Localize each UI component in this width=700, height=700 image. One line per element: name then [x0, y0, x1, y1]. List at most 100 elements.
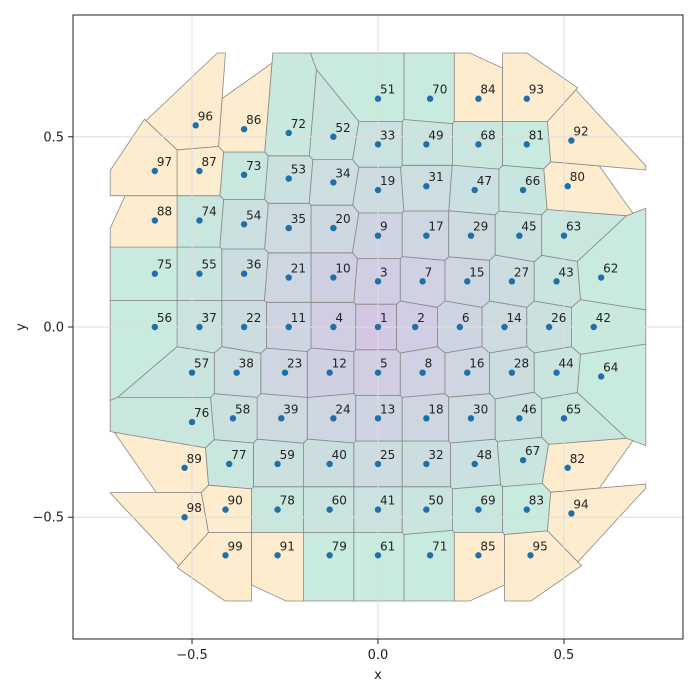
data-point	[330, 179, 337, 186]
point-label: 36	[246, 258, 261, 272]
point-label: 76	[194, 406, 209, 420]
point-label: 46	[521, 402, 536, 416]
data-points: 1 234567891011121314151617181920212223242…	[151, 83, 618, 559]
voronoi-cell	[541, 437, 634, 493]
data-point	[285, 175, 292, 182]
data-point	[374, 369, 382, 376]
data-point	[274, 552, 281, 559]
data-point	[326, 506, 333, 513]
point-label: 35	[291, 212, 306, 226]
data-point	[568, 137, 575, 144]
data-point	[285, 323, 292, 331]
data-point	[151, 270, 159, 277]
point-label: 57	[194, 357, 209, 371]
data-point	[240, 221, 248, 228]
point-label: 7	[425, 265, 433, 279]
data-point	[553, 369, 560, 376]
y-tick-label: −0.5	[32, 511, 64, 526]
data-point	[590, 323, 597, 331]
data-point	[274, 506, 281, 513]
point-label: 90	[228, 494, 243, 508]
point-label: 84	[480, 83, 495, 97]
point-label: 6	[462, 311, 470, 325]
point-label: 22	[246, 311, 261, 325]
point-label: 92	[573, 125, 588, 139]
data-point	[374, 323, 382, 331]
data-point	[467, 415, 475, 422]
data-point	[330, 274, 337, 281]
data-point	[467, 232, 475, 239]
data-point	[545, 323, 553, 331]
data-point	[419, 369, 426, 376]
data-point	[226, 460, 233, 468]
point-label: 25	[380, 448, 395, 462]
data-point	[374, 278, 382, 285]
data-point	[464, 278, 471, 285]
point-label: 77	[231, 448, 246, 462]
data-point	[233, 369, 240, 376]
data-point	[181, 514, 188, 521]
y-axis-label: y	[14, 323, 29, 331]
data-point	[151, 167, 159, 175]
point-label: 54	[246, 208, 261, 222]
data-point	[553, 278, 560, 285]
voronoi-cell	[502, 52, 579, 122]
data-point	[523, 95, 530, 102]
data-point	[326, 369, 333, 376]
data-point	[326, 460, 333, 468]
data-point	[423, 460, 430, 468]
point-label: 26	[551, 311, 566, 325]
data-point	[374, 141, 382, 148]
voronoi-cell	[251, 532, 304, 602]
voronoi-cell	[109, 246, 178, 301]
data-point	[374, 506, 382, 513]
data-point	[568, 510, 575, 517]
data-point	[222, 506, 229, 513]
point-label: 9	[380, 220, 388, 234]
voronoi-cell	[264, 52, 317, 157]
point-label: 69	[480, 494, 495, 508]
data-point	[374, 95, 382, 102]
point-label: 17	[428, 220, 443, 234]
data-point	[560, 415, 568, 422]
data-point	[426, 552, 434, 559]
data-point	[516, 415, 523, 422]
point-label: 39	[283, 402, 298, 416]
voronoi-cell	[109, 195, 178, 248]
data-point	[196, 323, 203, 331]
point-label: 34	[335, 166, 350, 180]
data-point	[501, 323, 508, 331]
point-label: 11	[291, 311, 306, 325]
data-point	[564, 183, 571, 190]
data-point	[423, 232, 430, 239]
point-label: 56	[157, 311, 172, 325]
voronoi-cell	[504, 530, 583, 602]
data-point	[285, 224, 292, 232]
point-label: 74	[201, 204, 216, 218]
data-point	[523, 141, 530, 148]
data-point	[188, 369, 196, 376]
data-point	[508, 369, 516, 376]
point-label: 87	[201, 155, 216, 169]
data-point	[475, 95, 482, 102]
data-point	[374, 186, 382, 194]
data-point	[426, 95, 434, 102]
point-label: 80	[570, 170, 585, 184]
data-point	[188, 418, 196, 426]
point-label: 61	[380, 539, 395, 553]
data-point	[374, 415, 382, 422]
point-label: 43	[559, 265, 574, 279]
point-label: 29	[473, 220, 488, 234]
point-label: 55	[201, 258, 216, 272]
point-label: 83	[529, 494, 544, 508]
voronoi-cell	[353, 532, 405, 602]
data-point	[196, 270, 203, 277]
point-label: 13	[380, 402, 395, 416]
point-label: 4	[335, 311, 343, 325]
data-point	[330, 323, 337, 331]
data-point	[222, 552, 229, 559]
x-tick-label: 0.0	[368, 648, 389, 663]
point-label: 8	[425, 357, 433, 371]
point-label: 75	[157, 258, 172, 272]
